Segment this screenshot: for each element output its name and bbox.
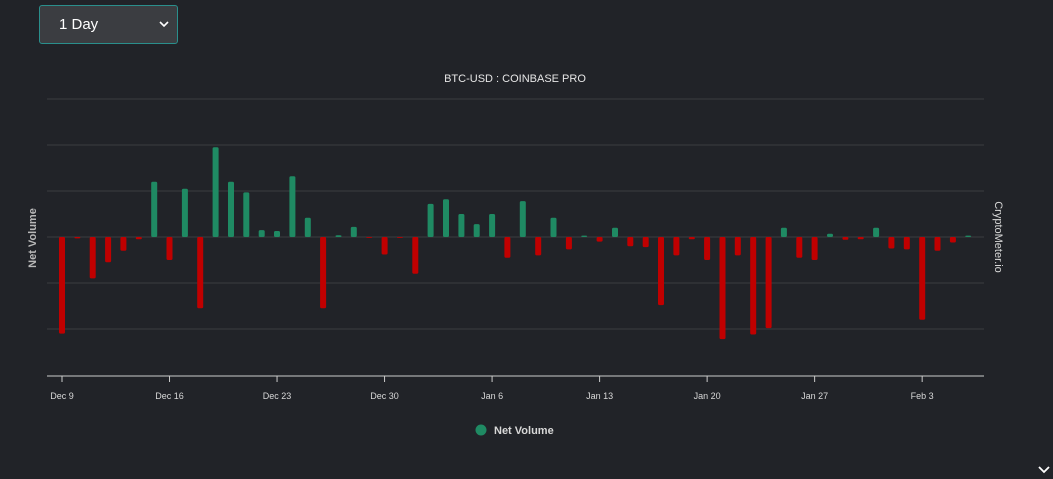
x-tick-label: Feb 3 — [911, 391, 934, 401]
bar[interactable] — [135, 237, 142, 240]
x-tick-label: Jan 27 — [801, 391, 828, 401]
bar[interactable] — [120, 237, 127, 251]
bar[interactable] — [304, 217, 311, 237]
bar[interactable] — [473, 224, 480, 237]
bar[interactable] — [535, 237, 542, 256]
expand-chevron-icon[interactable] — [1038, 461, 1050, 479]
bar[interactable] — [704, 237, 711, 260]
bar[interactable] — [734, 237, 741, 256]
bar[interactable] — [765, 237, 772, 329]
bar[interactable] — [827, 233, 833, 237]
bar[interactable] — [228, 181, 234, 237]
x-axis-ticks: Dec 9 Dec 16 Dec 23 Dec 30 Jan 6 Jan 13 Jan 20… — [50, 376, 934, 401]
bar[interactable] — [903, 237, 910, 250]
bar[interactable] — [673, 237, 680, 256]
bar[interactable] — [243, 192, 250, 237]
bar[interactable] — [934, 237, 941, 251]
bar[interactable] — [89, 237, 96, 279]
bar[interactable] — [366, 237, 373, 238]
legend-marker — [475, 424, 487, 436]
credit-label: CryptoMeter.io — [992, 201, 1004, 273]
bar[interactable] — [166, 237, 173, 260]
bar[interactable] — [197, 237, 204, 309]
x-tick-label: Dec 9 — [50, 391, 74, 401]
bar[interactable] — [627, 237, 634, 247]
bar[interactable] — [289, 176, 296, 237]
bar[interactable] — [105, 237, 112, 263]
bar[interactable] — [949, 237, 956, 243]
bar[interactable] — [212, 147, 219, 237]
bar[interactable] — [965, 235, 972, 237]
bar[interactable] — [688, 237, 695, 240]
bar[interactable] — [642, 237, 649, 248]
bar[interactable] — [612, 227, 618, 237]
bar[interactable] — [873, 227, 880, 237]
y-axis-label: Net Volume — [27, 208, 39, 268]
bar[interactable] — [489, 214, 496, 237]
bar[interactable] — [274, 231, 280, 237]
bar[interactable] — [780, 227, 787, 237]
bar[interactable] — [504, 237, 511, 258]
bar[interactable] — [750, 237, 757, 335]
bar[interactable] — [919, 237, 926, 320]
interval-select-value: 1 Day — [59, 16, 99, 33]
bar[interactable] — [335, 235, 342, 237]
bar[interactable] — [811, 237, 818, 260]
bar[interactable] — [350, 226, 357, 237]
bar[interactable] — [550, 217, 557, 237]
bar[interactable] — [181, 188, 188, 237]
x-tick-label: Dec 16 — [155, 391, 184, 401]
chevron-down-icon — [159, 21, 169, 28]
bar[interactable] — [381, 237, 388, 255]
bar[interactable] — [412, 237, 419, 274]
interval-select[interactable]: 1 Day — [39, 5, 178, 44]
bar[interactable] — [458, 214, 465, 237]
x-tick-label: Jan 13 — [586, 391, 613, 401]
x-tick-label: Jan 6 — [481, 391, 503, 401]
bar[interactable] — [74, 237, 81, 239]
bar[interactable] — [565, 237, 572, 250]
x-tick-label: Dec 30 — [370, 391, 399, 401]
bar[interactable] — [443, 199, 449, 237]
x-tick-label: Jan 20 — [694, 391, 721, 401]
bar[interactable] — [857, 237, 864, 240]
bar[interactable] — [596, 237, 603, 242]
bar[interactable] — [658, 237, 664, 306]
x-tick-label: Dec 23 — [263, 391, 292, 401]
bars — [59, 147, 972, 340]
bar[interactable] — [396, 237, 403, 238]
bar[interactable] — [888, 237, 895, 249]
legend-label: Net Volume — [494, 425, 554, 437]
legend[interactable]: Net Volume — [475, 424, 554, 438]
bar[interactable] — [59, 237, 65, 334]
bar[interactable] — [842, 237, 849, 240]
bar[interactable] — [258, 230, 265, 237]
bar[interactable] — [151, 181, 158, 237]
chart-title: BTC-USD : COINBASE PRO — [444, 73, 586, 85]
bar[interactable] — [427, 203, 434, 237]
bar[interactable] — [581, 235, 588, 237]
bar[interactable] — [519, 201, 526, 237]
bar[interactable] — [796, 237, 803, 258]
bar[interactable] — [320, 237, 327, 309]
bar[interactable] — [719, 237, 726, 340]
